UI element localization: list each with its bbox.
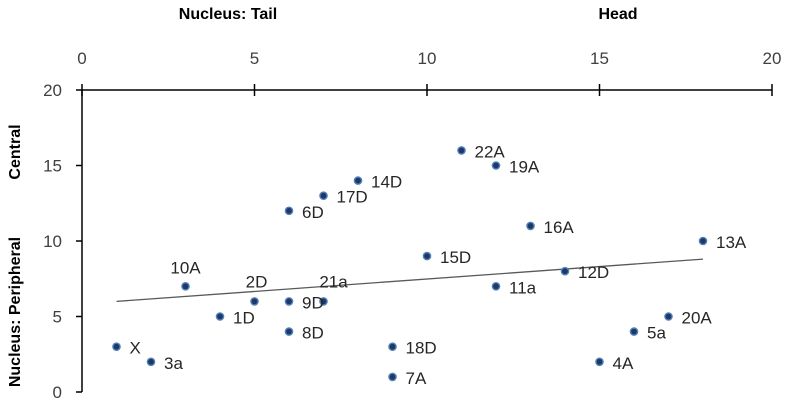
x-tick-label: 5: [250, 49, 259, 68]
data-point-18D: [388, 342, 397, 352]
data-point-label-15D: 15D: [440, 248, 471, 267]
y-axis-title-top: Central: [7, 124, 24, 179]
data-point-21a: [319, 297, 328, 306]
data-point-label-18D: 18D: [406, 339, 437, 358]
y-axis-title-bottom: Nucleus: Peripheral: [7, 237, 24, 387]
data-point-label-19A: 19A: [509, 158, 540, 177]
x-axis-tick-marks: [81, 84, 773, 96]
data-point-label-22A: 22A: [475, 142, 506, 161]
data-point-label-11a: 11a: [509, 278, 537, 297]
y-tick-label: 5: [53, 308, 62, 327]
data-point-label-1D: 1D: [233, 309, 255, 328]
data-point-11a: [491, 281, 501, 291]
data-point-22A: [457, 146, 466, 155]
y-tick-label: 0: [53, 383, 62, 402]
x-tick-label: 10: [418, 49, 437, 68]
data-point-label-5a: 5a: [647, 324, 666, 343]
data-point-19A: [491, 161, 501, 170]
data-point-7A: [388, 372, 397, 382]
data-point-X: [112, 342, 121, 352]
data-point-label-3a: 3a: [164, 354, 183, 373]
data-point-label-13A: 13A: [716, 233, 747, 252]
y-tick-label: 10: [43, 232, 62, 251]
data-point-9D: [284, 297, 294, 306]
x-tick-label: 20: [763, 49, 782, 68]
y-tick-label: 20: [43, 81, 62, 100]
data-point-10A: [181, 281, 190, 291]
data-point-label-10A: 10A: [170, 258, 201, 277]
data-point-16A: [526, 221, 535, 231]
y-axis-tick-marks: [76, 89, 82, 393]
data-point-13A: [698, 236, 708, 246]
x-axis-title-right: Head: [598, 6, 637, 23]
data-point-12D: [560, 266, 570, 276]
data-point-4A: [595, 357, 604, 367]
data-point-2D: [250, 297, 259, 306]
y-tick-label: 15: [43, 157, 62, 176]
data-point-label-21a: 21a: [319, 272, 348, 291]
x-axis-tick-labels: 0 5 10 15 20: [77, 49, 781, 68]
data-point-label-8D: 8D: [302, 324, 324, 343]
data-point-label-7A: 7A: [406, 369, 427, 388]
x-tick-label: 15: [590, 49, 609, 68]
data-point-label-20A: 20A: [682, 309, 713, 328]
x-axis-title-left: Nucleus: Tail: [179, 6, 277, 23]
data-point-label-9D: 9D: [302, 293, 324, 312]
data-point-label-X: X: [130, 339, 141, 358]
data-point-label-17D: 17D: [337, 188, 368, 207]
data-point-label-14D: 14D: [371, 173, 402, 192]
data-point-20A: [664, 312, 673, 321]
data-point-label-6D: 6D: [302, 203, 324, 222]
data-point-label-2D: 2D: [246, 272, 268, 291]
data-point-5a: [629, 327, 639, 336]
data-point-15D: [422, 251, 432, 261]
data-point-17D: [319, 191, 328, 200]
data-points: [112, 146, 708, 382]
data-point-6D: [284, 206, 294, 216]
data-point-1D: [215, 312, 225, 321]
trendline: [116, 258, 704, 303]
y-axis-tick-labels: 0 5 10 15 20: [43, 81, 62, 402]
data-point-14D: [353, 176, 363, 185]
data-point-label-16A: 16A: [544, 218, 575, 237]
data-point-label-4A: 4A: [613, 354, 634, 373]
x-tick-label: 0: [77, 49, 86, 68]
data-point-8D: [284, 327, 294, 336]
data-point-3a: [146, 357, 156, 367]
data-point-label-12D: 12D: [578, 263, 609, 282]
